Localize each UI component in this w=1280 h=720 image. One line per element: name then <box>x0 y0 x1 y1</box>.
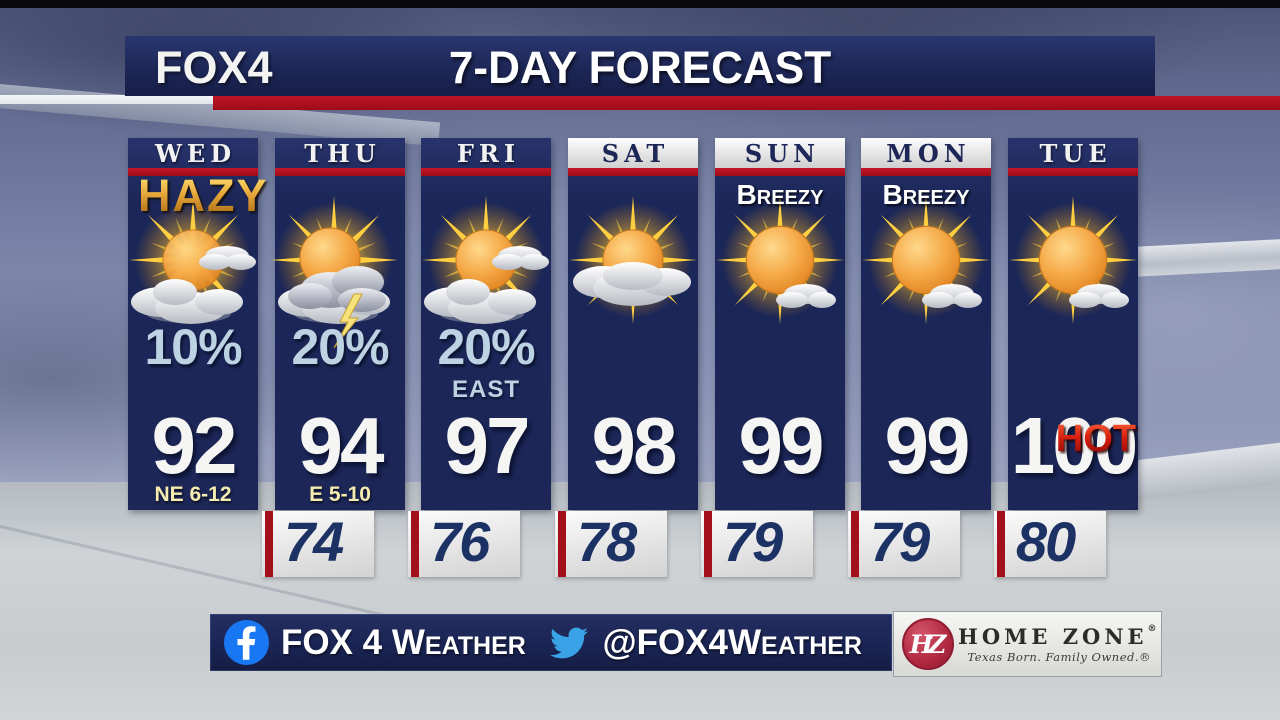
forecast-day-column: FRI <box>421 138 551 510</box>
low-temp-box: 79 <box>701 511 813 577</box>
sponsor-name: HOME ZONE® <box>958 624 1161 649</box>
precip-chance: 20% <box>275 318 405 376</box>
day-name: MON <box>886 139 970 168</box>
sponsor-box: HZ HOME ZONE® Texas Born. Family Owned.® <box>893 611 1162 677</box>
high-temp: 99 <box>861 408 991 484</box>
low-temp: 76 <box>430 511 516 577</box>
day-name-header: TUE <box>1008 138 1138 168</box>
low-temp: 79 <box>870 511 956 577</box>
sunny-small-cloud-icon <box>710 190 850 350</box>
letterbox-bar <box>0 0 1280 8</box>
precip-chance: 20% <box>421 318 551 376</box>
forecast-day-column: SUN Breezy <box>715 138 845 510</box>
home-zone-logo-icon: HZ <box>902 618 954 670</box>
day-name: TUE <box>1039 139 1111 168</box>
condition-label: Breezy <box>861 179 991 211</box>
sponsor-tagline: Texas Born. Family Owned.® <box>958 650 1161 664</box>
high-temp: 97 <box>421 408 551 484</box>
forecast-day-column: SAT <box>568 138 698 510</box>
red-accent-bar <box>411 511 419 577</box>
forecast-day-column: THU <box>275 138 405 510</box>
precip-detail: EAST <box>421 376 551 404</box>
forecast-day-column: WED HAZY <box>128 138 258 510</box>
low-temp: 78 <box>577 511 663 577</box>
sunny-small-cloud-icon <box>856 190 996 350</box>
low-temp: 74 <box>284 511 370 577</box>
day-name-header: SUN <box>715 138 845 168</box>
low-temp-box: 74 <box>262 511 374 577</box>
sun-cloud-icon <box>563 190 703 350</box>
twitter-icon <box>546 624 592 662</box>
day-name: FRI <box>457 139 520 168</box>
high-temp: 98 <box>568 408 698 484</box>
day-name-header: MON <box>861 138 991 168</box>
wind-info: NE 6-12 <box>128 483 258 507</box>
red-accent-bar <box>851 511 859 577</box>
forecast-day-column: TUE HOT <box>1008 138 1138 510</box>
twitter-handle: @FOX4Weather <box>602 623 862 663</box>
low-temp-box: 80 <box>994 511 1106 577</box>
sunny-small-cloud-icon <box>1003 190 1143 350</box>
day-name: SUN <box>745 139 820 168</box>
low-temp-box: 78 <box>555 511 667 577</box>
red-accent-bar <box>558 511 566 577</box>
title-bar: FOX4 7-DAY FORECAST <box>125 36 1155 96</box>
day-name: SAT <box>602 139 670 168</box>
facebook-icon <box>224 620 269 665</box>
forecast-day-column: MON Breezy <box>861 138 991 510</box>
red-divider <box>275 168 405 176</box>
sponsor-text: HOME ZONE® Texas Born. Family Owned.® <box>958 624 1161 664</box>
page-title: 7-DAY FORECAST <box>135 42 1144 94</box>
day-name: WED <box>155 139 236 168</box>
red-accent-bar <box>704 511 712 577</box>
social-bar: FOX 4 Weather @FOX4Weather <box>210 614 892 671</box>
low-temp-box: 76 <box>408 511 520 577</box>
red-accent-bar <box>265 511 273 577</box>
wind-info: E 5-10 <box>275 483 405 507</box>
low-temp: 79 <box>723 511 809 577</box>
red-accent-bar <box>997 511 1005 577</box>
day-name-header: WED <box>128 138 258 168</box>
home-zone-abbr: HZ <box>910 630 947 659</box>
red-divider <box>421 168 551 176</box>
red-divider <box>1008 168 1138 176</box>
low-temp-box: 79 <box>848 511 960 577</box>
day-name: THU <box>304 139 380 168</box>
header-white-stripe <box>0 95 213 104</box>
red-divider <box>861 168 991 176</box>
high-temp: 94 <box>275 408 405 484</box>
red-divider <box>568 168 698 176</box>
condition-badge: HAZY <box>138 170 269 222</box>
facebook-label: FOX 4 Weather <box>281 623 526 663</box>
day-name-header: FRI <box>421 138 551 168</box>
header-red-band <box>213 96 1280 110</box>
low-temp: 80 <box>1016 511 1102 577</box>
high-temp: 92 <box>128 408 258 484</box>
condition-badge: HOT <box>1056 418 1136 461</box>
red-divider <box>715 168 845 176</box>
precip-chance: 10% <box>128 318 258 376</box>
day-name-header: SAT <box>568 138 698 168</box>
high-temp: 99 <box>715 408 845 484</box>
condition-label: Breezy <box>715 179 845 211</box>
day-name-header: THU <box>275 138 405 168</box>
